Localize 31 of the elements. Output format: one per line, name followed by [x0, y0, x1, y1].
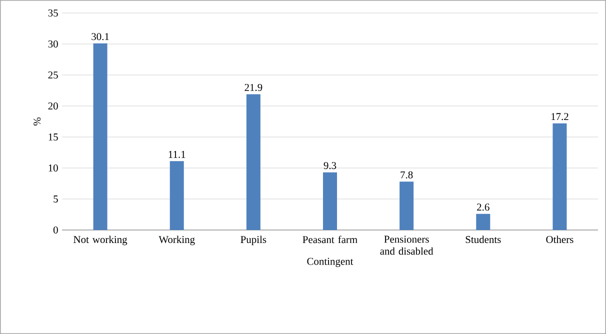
x-tick-label: Not working	[74, 236, 128, 246]
data-label: 17.2	[551, 113, 568, 120]
y-tick-label: 20	[48, 102, 58, 110]
bar	[246, 94, 260, 230]
bar	[170, 161, 184, 230]
y-tick-label: 30	[48, 40, 58, 48]
y-tick-label: 35	[48, 9, 58, 17]
data-label: 9.3	[324, 162, 336, 170]
bar	[476, 214, 490, 230]
y-tick-label: 0	[53, 226, 58, 234]
bar	[552, 123, 567, 230]
y-tick-label: 25	[48, 71, 58, 79]
y-axis-title: %	[34, 118, 41, 126]
x-tick-label: Others	[546, 236, 574, 244]
data-label: 11.1	[168, 150, 186, 158]
x-tick-label: Peasant farm	[302, 236, 358, 244]
x-tick-label: Students	[466, 236, 501, 244]
data-label: 30.1	[92, 33, 109, 40]
y-tick-label: 5	[54, 196, 58, 202]
y-tick-label: 15	[48, 133, 58, 141]
x-tick-label: Pensioners and disabled	[380, 236, 434, 255]
data-label: 7.8	[400, 171, 413, 178]
bar	[93, 43, 108, 230]
bar	[400, 182, 414, 230]
x-axis-title: Contingent	[307, 258, 354, 268]
data-label: 2.6	[477, 204, 490, 211]
x-tick-label: Working	[158, 236, 195, 246]
data-label: 21.9	[244, 84, 262, 92]
y-tick-label: 10	[48, 164, 58, 172]
x-tick-label: Pupils	[240, 236, 266, 246]
bar	[323, 172, 338, 230]
